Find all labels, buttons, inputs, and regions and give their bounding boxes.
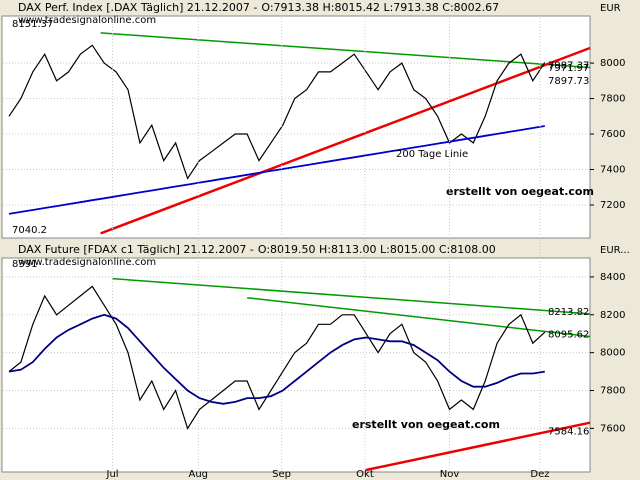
panel-title: DAX Perf. Index [.DAX Täglich] 21.12.200… <box>18 1 257 14</box>
x-tick-label: Aug <box>189 469 209 480</box>
trendline <box>247 297 591 338</box>
x-tick-label: Dez <box>530 469 549 480</box>
price-line <box>8 125 545 215</box>
credit: erstellt von oegeat.com <box>446 185 594 198</box>
credit: erstellt von oegeat.com <box>352 418 500 431</box>
panel-1 <box>1 15 591 239</box>
x-tick-label: Okt <box>356 469 374 480</box>
price-line <box>8 285 546 430</box>
price-line <box>8 313 545 405</box>
level-label: 8095.62 <box>548 330 589 341</box>
panel-values: O:7913.38 H:8015.42 L:7913.38 C:8002.67 <box>261 1 499 14</box>
x-tick-label: Sep <box>272 469 291 480</box>
price-line <box>8 44 546 180</box>
unit-label: EUR... <box>600 245 630 256</box>
high-label: 8151.37 <box>12 19 53 30</box>
level-label: 7987.37 <box>548 60 589 71</box>
y-tick-label: 7600 <box>600 129 625 140</box>
x-tick-label: Nov <box>440 469 460 480</box>
x-tick-label: Jul <box>106 469 119 480</box>
y-tick-label: 7200 <box>600 200 625 211</box>
high-label: 8391 <box>12 259 37 270</box>
source: www.tradesignalonline.com <box>18 257 156 268</box>
panel-title: DAX Future [FDAX c1 Täglich] 21.12.2007 … <box>18 243 254 256</box>
ma-label: 200 Tage Linie <box>396 149 468 160</box>
level-label: 7971.97 <box>548 63 589 74</box>
panel-values: O:8019.50 H:8113.00 L:8015.00 C:8108.00 <box>258 243 496 256</box>
panel-2 <box>1 257 591 473</box>
y-tick-label: 8400 <box>600 272 625 283</box>
y-tick-label: 8200 <box>600 310 625 321</box>
y-tick-label: 7400 <box>600 165 625 176</box>
level-label: 7897.73 <box>548 76 589 87</box>
y-tick-label: 7800 <box>600 386 625 397</box>
trendline <box>365 421 591 472</box>
y-tick-label: 7800 <box>600 94 625 105</box>
y-tick-label: 7600 <box>600 423 625 434</box>
low-label: 7040.2 <box>12 225 47 236</box>
level-label: 7584.16 <box>548 426 589 437</box>
level-label: 8213.82 <box>548 307 589 318</box>
y-tick-label: 8000 <box>600 348 625 359</box>
y-tick-label: 8000 <box>600 58 625 69</box>
source: www.tradesignalonline.com <box>18 15 156 26</box>
trendline <box>100 32 591 69</box>
unit-label: EUR <box>600 3 621 14</box>
trendline <box>100 46 591 235</box>
trendline <box>112 277 591 315</box>
